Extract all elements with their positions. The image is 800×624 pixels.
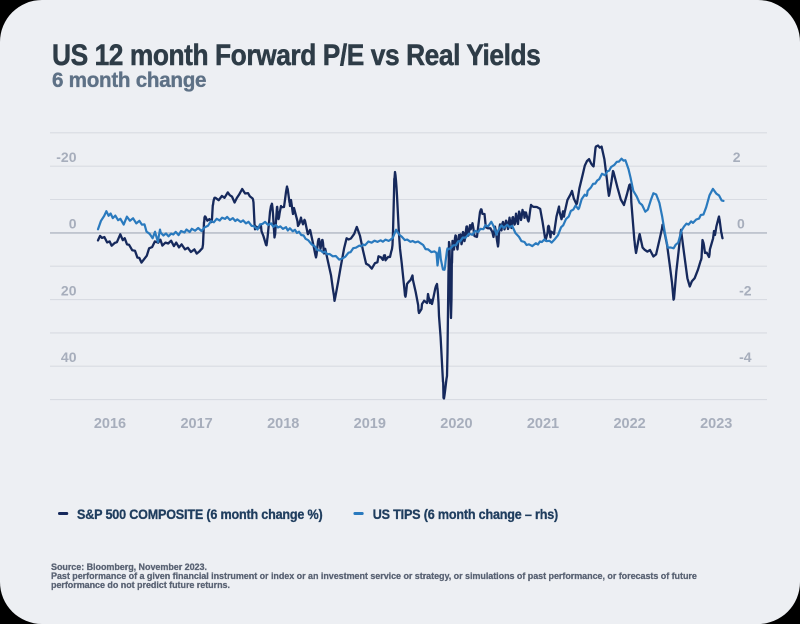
svg-text:2022: 2022 — [613, 416, 645, 432]
svg-text:2016: 2016 — [94, 416, 126, 432]
svg-text:2017: 2017 — [180, 416, 212, 432]
svg-text:2018: 2018 — [267, 416, 299, 432]
svg-text:2020: 2020 — [440, 416, 472, 432]
svg-text:2021: 2021 — [527, 416, 559, 432]
svg-text:-2: -2 — [739, 282, 752, 298]
svg-text:0: 0 — [737, 216, 745, 232]
svg-text:-20: -20 — [56, 149, 76, 165]
svg-text:2019: 2019 — [354, 416, 386, 432]
svg-text:40: 40 — [61, 349, 77, 365]
svg-text:20: 20 — [61, 282, 77, 298]
svg-text:0: 0 — [69, 216, 77, 232]
svg-text:2023: 2023 — [700, 416, 732, 432]
svg-text:2: 2 — [733, 149, 741, 165]
svg-text:-4: -4 — [739, 349, 752, 365]
